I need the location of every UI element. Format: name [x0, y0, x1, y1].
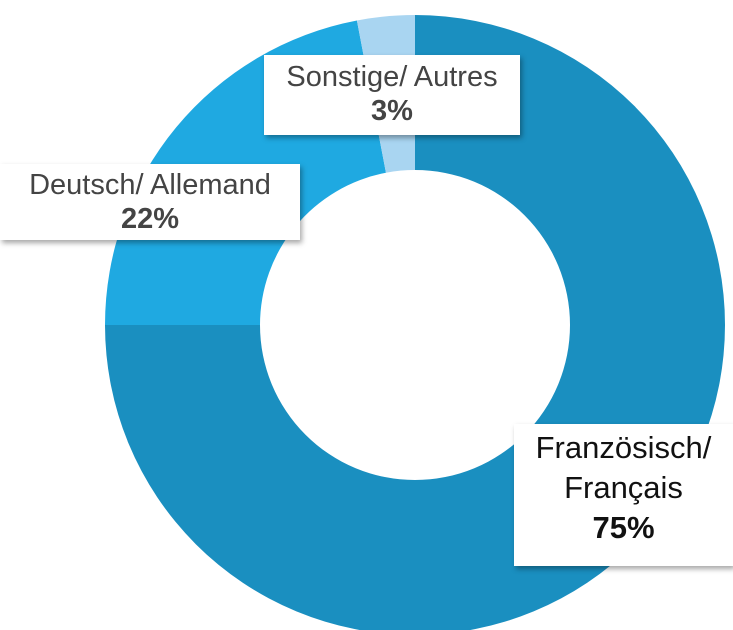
value-label: 75% [592, 510, 655, 545]
slice-label: Deutsch/ Allemand 22% [0, 164, 300, 240]
category-label: Deutsch/ Allemand [29, 169, 271, 201]
category-label: Sonstige/ Autres [286, 61, 498, 93]
value-label: 22% [120, 203, 180, 235]
value-label: 3% [371, 95, 413, 127]
slice-label: Sonstige/ Autres 3% [264, 55, 520, 135]
slice-label: Französisch/ Français 75% [514, 424, 733, 566]
category-label: Französisch/ Français [535, 430, 712, 505]
